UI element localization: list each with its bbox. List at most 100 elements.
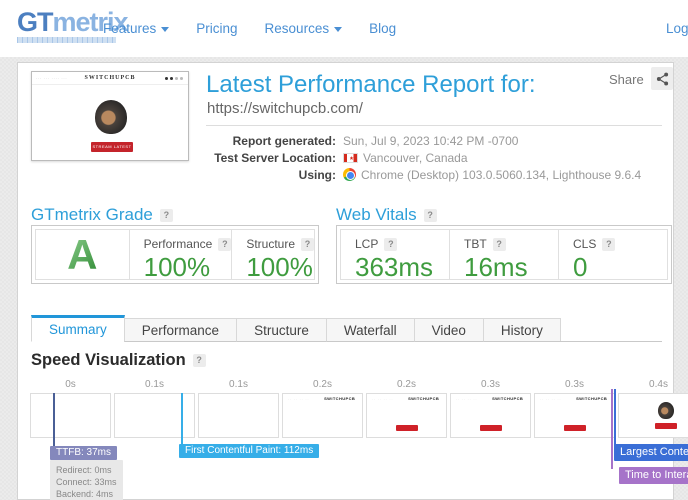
help-icon[interactable]: ? [602, 237, 616, 251]
help-icon[interactable]: ? [218, 237, 232, 251]
timeline-tick: 0s [65, 379, 76, 390]
timeline-tick: 0.1s [145, 379, 164, 390]
ttfb-marker-label: TTFB: 37ms [50, 446, 118, 460]
nav-item-features[interactable]: Features [103, 21, 170, 36]
tab-filler [559, 318, 662, 342]
tab-history[interactable]: History [482, 318, 561, 342]
report-generated-value: Sun, Jul 9, 2023 10:42 PM -0700 [343, 133, 519, 148]
logo-metrix: metrix [52, 7, 129, 37]
report-generated-label: Report generated: [232, 133, 336, 148]
speed-visualization-heading: Speed Visualization ? [31, 351, 206, 370]
filmstrip-frame: ·· ·· ·· ·· SWITCHUPCB [282, 393, 363, 438]
grade-letter: A [67, 230, 98, 278]
thumbnail-site-nav: ··· ··· ···· ··· [36, 76, 68, 80]
tab-summary[interactable]: Summary [31, 315, 125, 342]
logo-gt: GT [17, 7, 53, 37]
help-icon[interactable]: ? [492, 237, 506, 251]
tbt-metric: TBT? 16ms [449, 230, 558, 282]
help-icon[interactable]: ? [159, 208, 173, 222]
help-icon[interactable]: ? [423, 208, 437, 222]
timeline-tick: 0.2s [313, 379, 332, 390]
structure-label: Structure [246, 237, 295, 251]
help-icon[interactable]: ? [384, 237, 398, 251]
performance-metric: Performance? 100% [128, 230, 232, 282]
nav-item-blog[interactable]: Blog [369, 21, 396, 36]
report-meta: Report generated: Sun, Jul 9, 2023 10:42… [206, 132, 641, 183]
timeline-tick: 0.3s [565, 379, 584, 390]
vitals-panel: LCP? 363ms TBT? 16ms CLS? 0 [336, 225, 672, 284]
share-icon [656, 72, 668, 85]
nav-item-label: Resources [264, 21, 330, 36]
ttfb-details-box: Redirect: 0ms Connect: 33ms Backend: 4ms [50, 460, 123, 500]
report-url: https://switchupcb.com/ [207, 100, 363, 117]
report-card: ··· ··· ···· ··· SWITCHUPCB STREAM LATES… [17, 62, 688, 500]
vitals-section-heading: Web Vitals ? [336, 205, 437, 225]
login-link[interactable]: Log I [666, 21, 688, 36]
server-location-value: Vancouver, Canada [363, 150, 468, 165]
structure-metric: Structure? 100% [231, 230, 314, 282]
filmstrip-frame: ·· ·· ·· ·· SWITCHUPCB [534, 393, 615, 438]
ttfb-redirect: Redirect: 0ms [56, 465, 112, 475]
grade-heading-text: GTmetrix Grade [31, 205, 153, 224]
top-nav: GTmetrix Features Pricing Resources Blog… [0, 0, 688, 57]
report-generated-row: Report generated: Sun, Jul 9, 2023 10:42… [206, 132, 641, 149]
thumbnail-site-button: STREAM LATEST [91, 142, 133, 152]
gtmetrix-logo[interactable]: GTmetrix [17, 7, 129, 43]
grade-panel: A Performance? 100% Structure? 100% [31, 225, 319, 284]
ttfb-connect: Connect: 33ms [56, 477, 117, 487]
frame-red-button [479, 425, 502, 431]
report-tabs: Summary Performance Structure Waterfall … [31, 314, 662, 342]
timeline-tick: 0.3s [481, 379, 500, 390]
canada-flag-icon [343, 152, 358, 163]
tbt-value: 16ms [464, 252, 528, 282]
site-screenshot-thumbnail[interactable]: ··· ··· ···· ··· SWITCHUPCB STREAM LATES… [31, 71, 189, 161]
nav-item-label: Features [103, 21, 157, 36]
tab-waterfall[interactable]: Waterfall [325, 318, 415, 342]
performance-label: Performance [143, 237, 213, 251]
nav-item-resources[interactable]: Resources [265, 21, 343, 36]
chevron-down-icon [161, 27, 170, 32]
help-icon[interactable]: ? [301, 237, 314, 251]
share-button[interactable] [651, 67, 673, 90]
tab-performance[interactable]: Performance [123, 318, 238, 342]
help-icon[interactable]: ? [192, 354, 206, 367]
page-title: Latest Performance Report for: [206, 71, 536, 98]
filmstrip-frame [198, 393, 279, 438]
frame-red-button [654, 423, 677, 429]
filmstrip-frame [618, 393, 688, 438]
chrome-icon [343, 168, 356, 181]
structure-value: 100% [246, 252, 313, 282]
speed-visualization-title: Speed Visualization [31, 351, 186, 369]
cls-metric: CLS? 0 [558, 230, 667, 282]
nav-item-label: Pricing [196, 21, 238, 36]
browser-row: Using: Chrome (Desktop) 103.0.5060.134, … [206, 166, 642, 183]
thumbnail-site-header: ··· ··· ···· ··· SWITCHUPCB [32, 72, 188, 85]
nav-item-pricing[interactable]: Pricing [196, 21, 237, 36]
ttfb-marker-line [53, 393, 55, 448]
tti-marker-label: Time to Intera [619, 467, 688, 484]
share-label: Share [609, 72, 644, 87]
tab-structure[interactable]: Structure [236, 318, 327, 342]
server-location-row: Test Server Location: Vancouver, Canada [206, 149, 641, 166]
browser-value: Chrome (Desktop) 103.0.5060.134, Lightho… [361, 167, 642, 182]
logo-ruler-graphic [17, 37, 116, 43]
thumbnail-avatar [95, 100, 127, 134]
timeline-tick: 0.2s [397, 379, 416, 390]
cls-label: CLS [573, 237, 597, 251]
timeline-tick: 0.1s [229, 379, 248, 390]
filmstrip-frame [30, 393, 111, 438]
grade-section-heading: GTmetrix Grade ? [31, 205, 173, 225]
frame-red-button [395, 425, 418, 431]
lcp-metric: LCP? 363ms [341, 230, 449, 282]
tab-video[interactable]: Video [413, 318, 484, 342]
filmstrip-frame: ·· ·· ·· ·· SWITCHUPCB [366, 393, 447, 438]
timeline-tick: 0.4s [649, 379, 668, 390]
frame-avatar [657, 402, 674, 419]
lcp-marker-label: Largest Conten [614, 444, 688, 461]
cls-value: 0 [573, 252, 588, 282]
grade-letter-cell: A [36, 230, 129, 279]
nav-item-label: Blog [369, 21, 397, 36]
thumbnail-site-title: SWITCHUPCB [84, 75, 136, 81]
ttfb-backend: Backend: 4ms [56, 489, 114, 499]
